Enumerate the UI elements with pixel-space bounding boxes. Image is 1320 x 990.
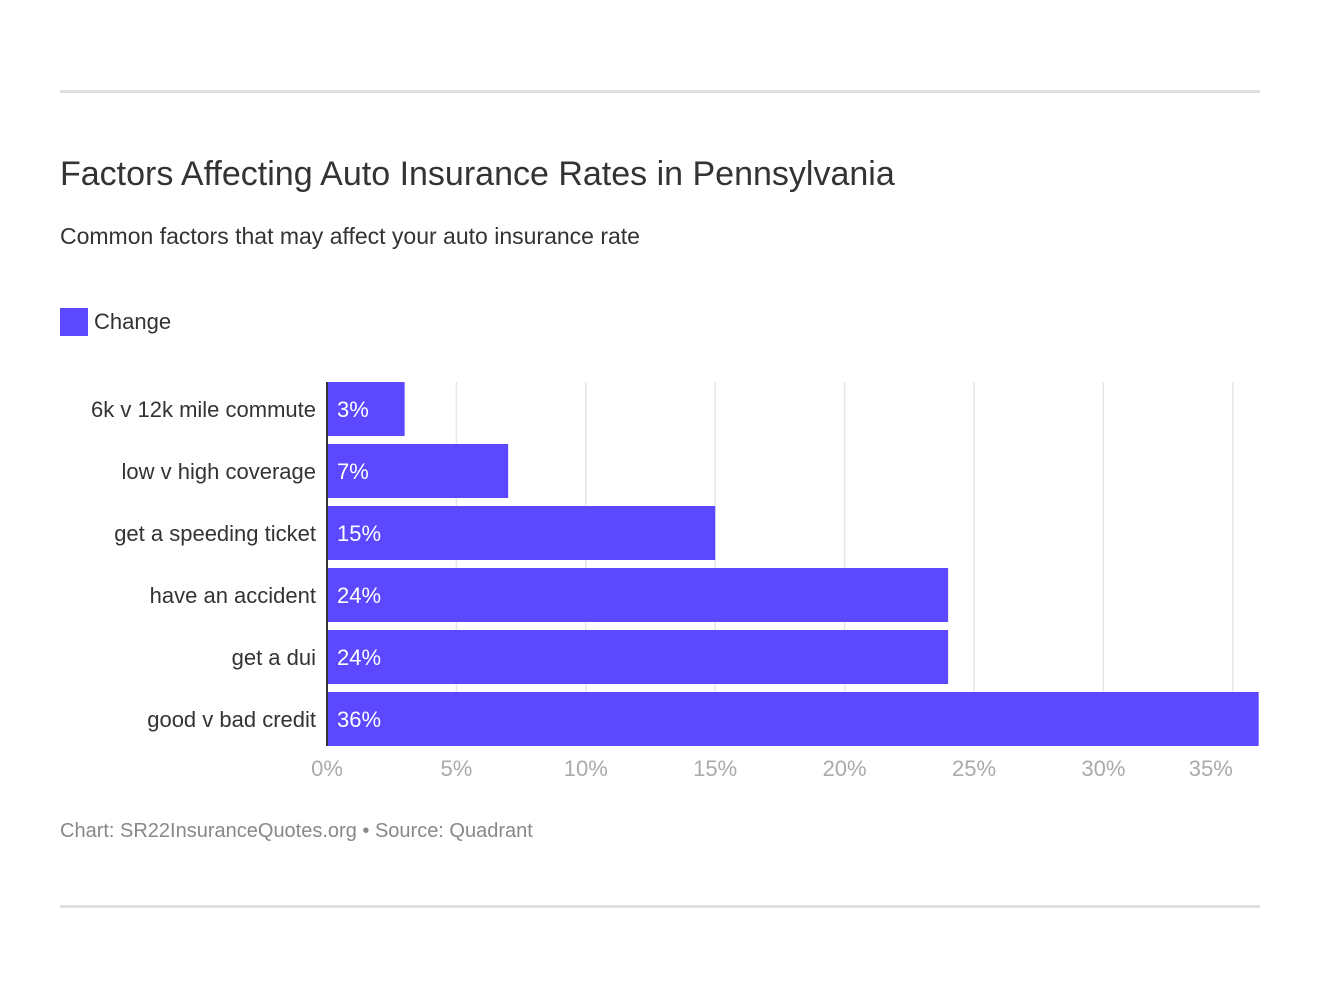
bar <box>327 506 716 560</box>
bar-value-label: 24% <box>337 645 381 670</box>
chart-subtitle: Common factors that may affect your auto… <box>60 223 640 249</box>
bar <box>327 568 949 622</box>
legend-label: Change <box>94 309 172 334</box>
bar <box>327 382 405 436</box>
category-label: 6k v 12k mile commute <box>91 397 316 422</box>
category-label: low v high coverage <box>122 459 316 484</box>
bar-value-label: 24% <box>337 583 381 608</box>
bar-value-label: 15% <box>337 521 381 546</box>
bar <box>327 444 509 498</box>
legend: Change <box>60 308 171 336</box>
chart-title: Factors Affecting Auto Insurance Rates i… <box>60 155 895 193</box>
category-label: get a speeding ticket <box>114 521 316 546</box>
category-label: good v bad credit <box>147 707 316 732</box>
bottom-divider <box>60 905 1260 908</box>
legend-swatch <box>60 308 88 336</box>
x-tick-label: 35% <box>1189 756 1233 781</box>
bar-value-label: 7% <box>337 459 369 484</box>
bar-chart: 0% 5% 10% 15% 20% 25% 30% 35% 6k v 12k mile comm… <box>91 382 1259 781</box>
x-tick-label: 10% <box>564 756 608 781</box>
x-tick-label: 25% <box>952 756 996 781</box>
chart-footer: Chart: SR22InsuranceQuotes.org • Source:… <box>60 820 533 842</box>
top-divider <box>60 90 1260 93</box>
bar <box>327 692 1259 746</box>
x-tick-label: 5% <box>441 756 473 781</box>
x-tick-label: 15% <box>693 756 737 781</box>
x-tick-label: 0% <box>311 756 343 781</box>
x-tick-label: 20% <box>823 756 867 781</box>
category-label: get a dui <box>232 645 316 670</box>
bar-value-label: 36% <box>337 707 381 732</box>
bar-value-label: 3% <box>337 397 369 422</box>
bar <box>327 630 949 684</box>
x-tick-label: 30% <box>1081 756 1125 781</box>
category-label: have an accident <box>150 583 316 608</box>
